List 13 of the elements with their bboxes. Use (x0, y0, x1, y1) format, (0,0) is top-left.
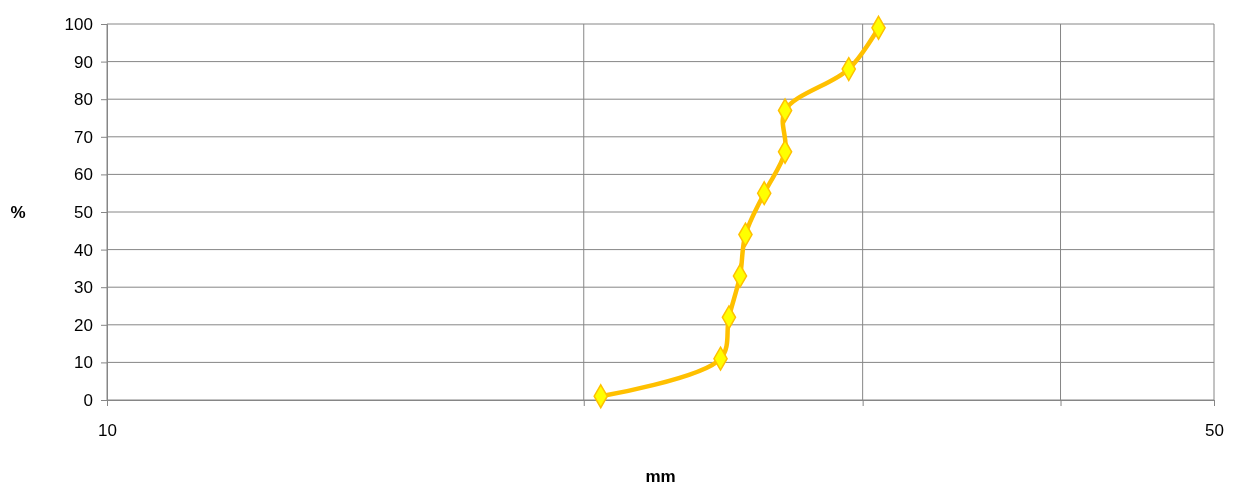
y-tick-label: 100 (64, 14, 93, 34)
y-tick-label: 60 (73, 165, 93, 185)
y-tick-label: 80 (73, 90, 93, 110)
y-tick-label: 40 (73, 240, 93, 260)
y-axis-title: % (10, 203, 26, 222)
y-tick-label: 90 (73, 52, 93, 72)
y-tick-label: 70 (73, 127, 93, 147)
y-tick-label: 30 (73, 278, 93, 298)
y-tick-label: 10 (73, 353, 93, 373)
y-tick-label: 50 (73, 202, 93, 222)
x-axis-title: mm (645, 467, 676, 485)
y-tick-label: 20 (73, 315, 93, 335)
y-tick-label: 0 (83, 390, 93, 410)
